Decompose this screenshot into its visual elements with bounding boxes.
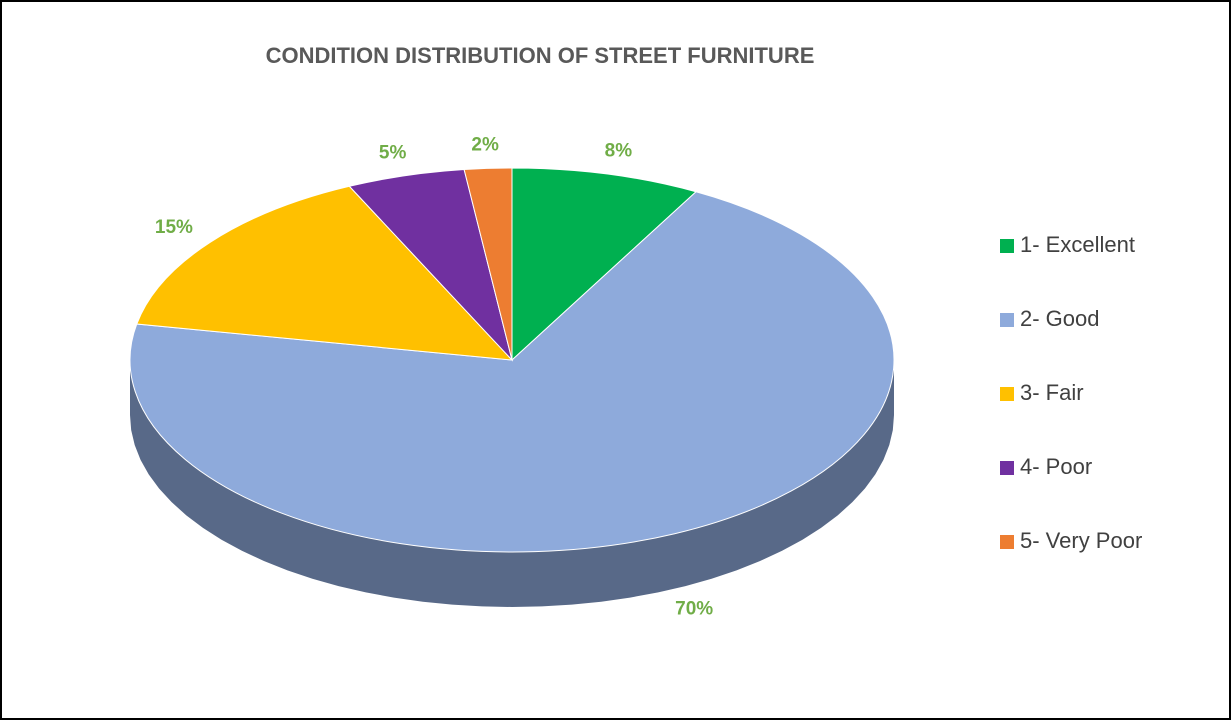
data-label: 70% [675,599,713,620]
pie-slice [463,167,513,361]
legend-swatch [1000,461,1014,475]
legend-swatch [1000,387,1014,401]
data-label: 15% [155,217,193,238]
legend-swatch [1000,535,1014,549]
legend-label: 5- Very Poor [1020,528,1142,553]
data-label: 2% [471,134,499,155]
legend-label: 3- Fair [1020,380,1084,405]
pie-slice [136,185,514,361]
legend-label: 4- Poor [1020,454,1092,479]
legend-swatch [1000,313,1014,327]
data-label: 5% [379,143,407,164]
legend-label: 1- Excellent [1020,232,1135,257]
chart-title: CONDITION DISTRIBUTION OF STREET FURNITU… [266,43,815,68]
pie-slice [511,167,698,362]
pie-slice [129,191,895,553]
legend-swatch [1000,239,1014,253]
pie-side [130,360,894,607]
data-label: 8% [605,141,633,162]
legend-label: 2- Good [1020,306,1100,331]
